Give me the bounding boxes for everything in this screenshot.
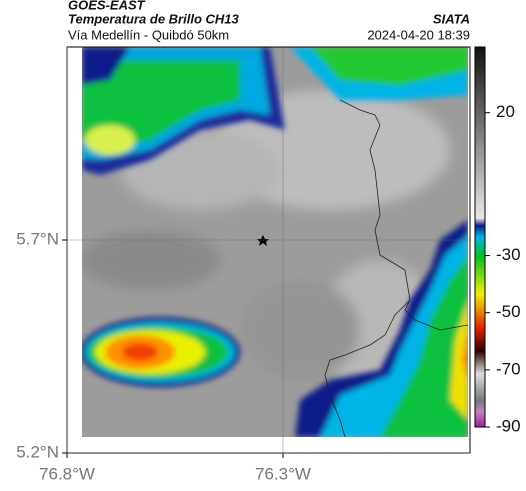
colorbar-tick-label: -90 <box>496 416 521 435</box>
x-tick-label: 76.3°W <box>255 464 311 483</box>
x-tick-label: 76.8°W <box>39 464 95 483</box>
route: Vía Medellín - Quibdó 50km <box>68 27 229 42</box>
colorbar-tick-label: -30 <box>496 245 521 264</box>
y-tick-label: 5.7°N <box>16 229 59 248</box>
colorbar <box>474 46 486 428</box>
org: SIATA <box>433 11 470 26</box>
colorbar-tick-label: -70 <box>496 359 521 378</box>
source: GOES-EAST <box>68 0 146 12</box>
datetime: 2024-04-20 18:39 <box>367 27 470 42</box>
colorbar-tick-label: 20 <box>496 102 515 121</box>
satellite-image <box>82 47 468 437</box>
colorbar-tick-label: -50 <box>496 302 521 321</box>
title: Temperatura de Brillo CH13 <box>68 11 240 26</box>
y-tick-label: 5.2°N <box>16 442 59 461</box>
